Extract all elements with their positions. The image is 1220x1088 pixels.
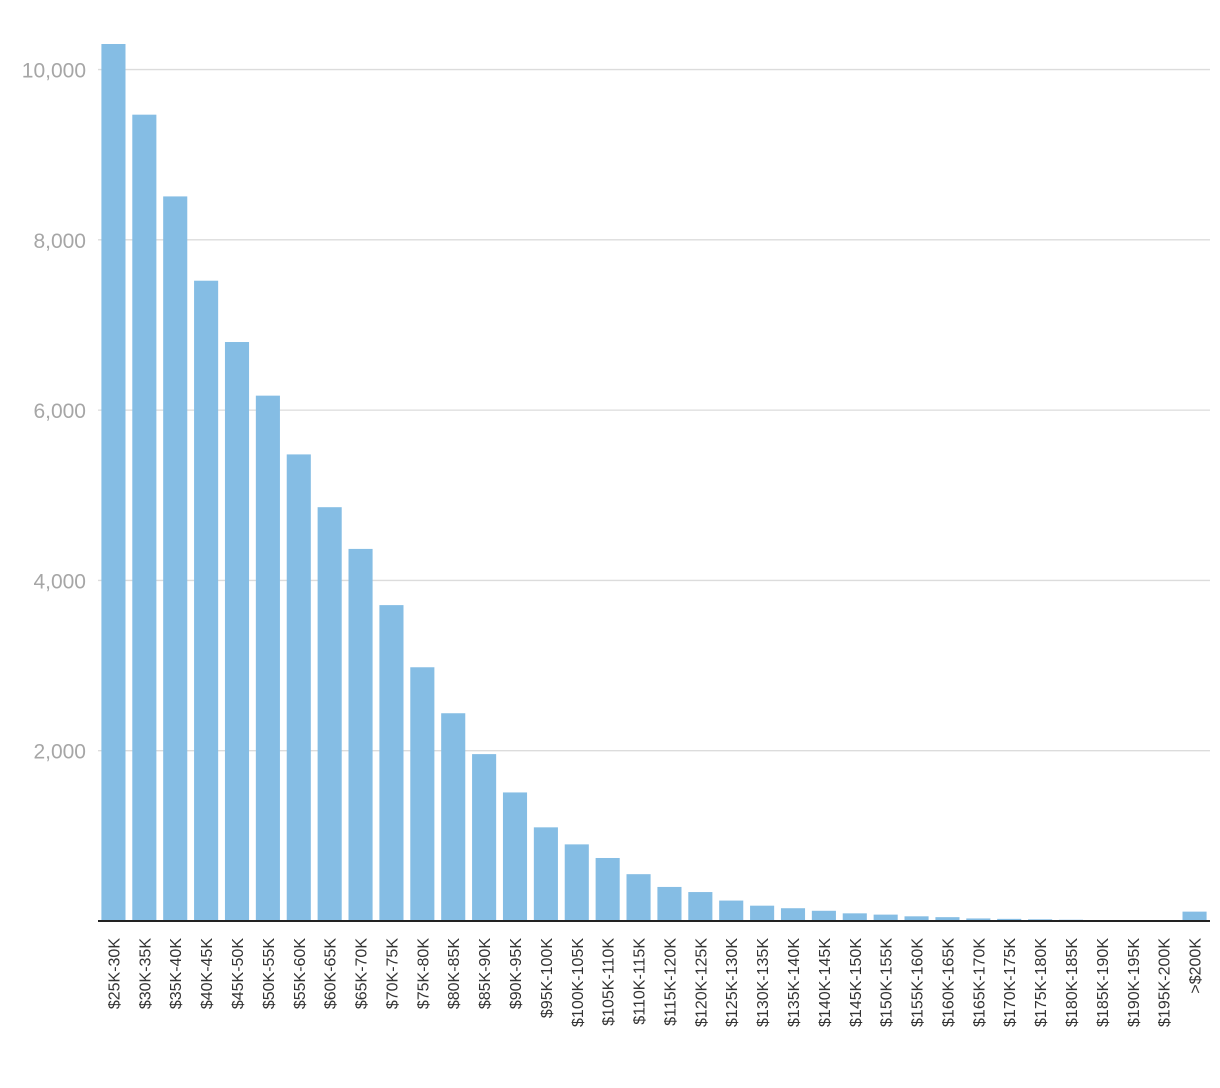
x-tick-label: $30K-35K [137, 938, 154, 1009]
x-tick-label: $155K-160K [910, 938, 927, 1027]
bar [472, 754, 497, 921]
x-tick-label: $90K-95K [508, 938, 525, 1009]
x-tick-label: $75K-80K [415, 938, 432, 1009]
x-tick-label: $115K-120K [662, 938, 679, 1026]
x-tick-label: $160K-165K [940, 938, 957, 1027]
x-tick-label: $65K-70K [354, 938, 371, 1009]
x-tick-label: $105K-110K [601, 938, 618, 1026]
x-tick-label: $195K-200K [1157, 938, 1174, 1027]
bar [780, 908, 806, 921]
y-tick-label: 6,000 [33, 400, 86, 423]
bar [224, 342, 250, 921]
y-tick-label: 8,000 [33, 230, 86, 253]
bar [1182, 911, 1207, 921]
x-tick-label: $190K-195K [1126, 938, 1143, 1027]
gridlines [98, 68, 1210, 752]
x-tick-label: $135K-140K [786, 938, 803, 1027]
bar [132, 114, 157, 921]
bar [626, 874, 651, 921]
x-tick-label: $130K-135K [755, 938, 772, 1027]
bar [194, 280, 219, 922]
bar [873, 914, 898, 921]
bar [564, 844, 589, 921]
bar [101, 44, 126, 921]
bar [657, 886, 682, 921]
x-tick-label: $80K-85K [446, 938, 463, 1009]
x-tick-label: >$200K [1188, 938, 1205, 994]
x-tick-label: $145K-150K [848, 938, 865, 1027]
x-tick-label: $95K-100K [539, 938, 556, 1018]
bar [348, 548, 373, 921]
x-tick-label: $165K-170K [971, 938, 988, 1027]
x-tick-label: $185K-190K [1095, 938, 1112, 1027]
y-axis-ticks: 2,000 4,000 6,000 8,000 10,000 [22, 60, 86, 764]
bar [719, 900, 744, 921]
x-axis-ticks: $25K-30K $30K-35K $35K-40K $40K-45K $45K-50K… [106, 938, 1204, 1027]
bar [842, 913, 867, 921]
x-tick-label: $45K-50K [230, 938, 247, 1009]
x-tick-label: $85K-90K [477, 938, 494, 1009]
x-tick-label: $35K-40K [168, 938, 185, 1009]
x-tick-label: $170K-175K [1002, 938, 1019, 1027]
bar [533, 827, 558, 921]
bar [441, 713, 466, 921]
x-tick-label: $25K-30K [106, 938, 123, 1009]
bar [935, 917, 960, 921]
bar [688, 892, 713, 921]
x-tick-label: $40K-45K [199, 938, 216, 1009]
x-tick-label: $140K-145K [817, 938, 834, 1027]
x-tick-label: $50K-55K [261, 938, 278, 1009]
x-tick-label: $180K-185K [1064, 938, 1081, 1027]
x-tick-label: $120K-125K [693, 938, 710, 1027]
bar [379, 605, 404, 921]
bar [904, 916, 929, 921]
y-tick-label: 10,000 [22, 60, 86, 83]
x-tick-label: $60K-65K [323, 938, 340, 1009]
bar [502, 792, 528, 921]
bar [317, 507, 342, 921]
x-tick-label: $70K-75K [384, 938, 401, 1009]
bar [410, 667, 435, 921]
x-tick-label: $150K-155K [879, 938, 896, 1027]
bar [255, 395, 280, 921]
x-tick-label: $110K-115K [632, 938, 649, 1025]
x-tick-label: $175K-180K [1033, 938, 1050, 1027]
bar [595, 857, 620, 921]
y-tick-label: 4,000 [33, 570, 86, 593]
x-tick-label: $125K-130K [724, 938, 741, 1027]
x-tick-label: $55K-60K [292, 938, 309, 1009]
bars [101, 44, 1207, 922]
bar [163, 196, 188, 922]
bar [966, 918, 991, 921]
y-tick-label: 2,000 [33, 741, 86, 764]
bar [750, 905, 775, 921]
bar [811, 910, 836, 921]
bar [997, 918, 1022, 921]
x-tick-label: $100K-105K [570, 938, 587, 1027]
bar [286, 454, 311, 921]
